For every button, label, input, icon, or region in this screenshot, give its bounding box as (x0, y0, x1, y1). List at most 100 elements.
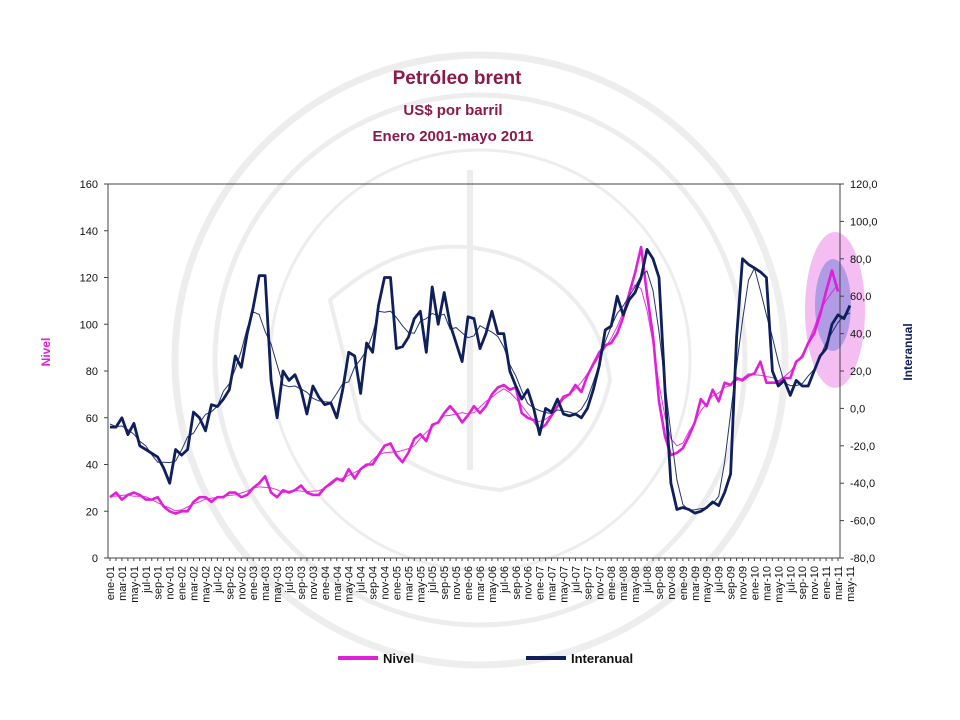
left-tick-label: 40 (86, 460, 98, 472)
left-tick-label: 80 (86, 366, 98, 378)
left-tick-label: 60 (86, 413, 98, 425)
left-tick-label: 20 (86, 506, 98, 518)
x-tick-label: sep-02 (224, 566, 236, 600)
x-tick-label: mar-06 (475, 566, 487, 601)
left-tick-label: 120 (80, 273, 98, 285)
x-tick-label: ene-01 (105, 566, 117, 600)
right-tick-label: -20,0 (850, 441, 875, 453)
x-tick-label: ene-06 (463, 566, 475, 600)
x-tick-label: mar-07 (547, 566, 559, 601)
x-axis: ene-01 mar-01 may-01 jul-01 sep-01 nov-01 ene-… (105, 558, 857, 603)
x-tick-label: mar-01 (117, 566, 129, 601)
x-tick-label: jul-03 (284, 566, 296, 594)
x-tick-label: ene-09 (678, 566, 690, 600)
x-tick-label: mar-04 (332, 566, 344, 601)
x-tick-label: nov-08 (666, 566, 678, 600)
right-tick-label: 0,0 (850, 403, 865, 415)
x-tick-label: ene-03 (248, 566, 260, 600)
legend: Nivel Interanual (338, 651, 633, 666)
left-tick-label: 100 (80, 319, 98, 331)
chart-title: Petróleo brent (393, 68, 522, 89)
x-tick-label: may-02 (200, 566, 212, 603)
right-tick-label: 60,0 (850, 291, 871, 303)
right-tick-label: 100,0 (850, 216, 878, 228)
legend-label-interanual: Interanual (571, 651, 633, 666)
left-y-axis: 0 20 40 60 80 100 120 140 160 (80, 179, 108, 565)
series-trend-nivel (109, 284, 839, 512)
legend-label-nivel: Nivel (383, 651, 414, 666)
x-tick-label: jul-09 (714, 566, 726, 594)
x-tick-label: ene-04 (320, 566, 332, 600)
x-tick-label: jul-08 (642, 566, 654, 594)
x-tick-label: sep-08 (654, 566, 666, 600)
x-tick-label: may-09 (702, 566, 714, 603)
x-tick-label: sep-01 (153, 566, 165, 600)
right-tick-label: -40,0 (850, 478, 875, 490)
x-tick-label: ene-07 (535, 566, 547, 600)
x-tick-label: jul-07 (570, 566, 582, 594)
x-tick-label: mar-08 (618, 566, 630, 601)
x-tick-label: sep-07 (582, 566, 594, 600)
x-tick-label: jul-06 (499, 566, 511, 594)
x-tick-label: mar-11 (833, 566, 845, 600)
x-tick-label: may-08 (630, 566, 642, 603)
x-tick-label: nov-03 (308, 566, 320, 600)
right-tick-label: 40,0 (850, 329, 871, 341)
x-tick-label: may-07 (559, 566, 571, 603)
highlight-ellipses (805, 232, 865, 388)
x-tick-label: mar-10 (761, 566, 773, 601)
x-tick-label: nov-06 (523, 566, 535, 600)
x-tick-label: ene-08 (606, 566, 618, 600)
x-tick-label: nov-02 (236, 566, 248, 600)
x-tick-label: jul-04 (356, 566, 368, 594)
x-tick-label: jul-05 (427, 566, 439, 594)
x-tick-label: mar-03 (260, 566, 272, 601)
left-tick-label: 0 (92, 553, 98, 565)
x-tick-label: nov-04 (379, 566, 391, 600)
x-tick-label: sep-03 (296, 566, 308, 600)
x-tick-label: sep-05 (439, 566, 451, 600)
series-line-interanual (110, 247, 852, 515)
x-tick-label: may-11 (845, 566, 857, 602)
x-tick-label: mar-05 (403, 566, 415, 601)
x-tick-label: sep-06 (511, 566, 523, 600)
x-tick-label: may-06 (487, 566, 499, 603)
x-tick-label: may-03 (272, 566, 284, 603)
x-tick-label: nov-05 (451, 566, 463, 600)
x-tick-label: jul-02 (212, 566, 224, 594)
x-tick-label: mar-02 (189, 566, 201, 601)
x-tick-label: ene-11 (821, 566, 833, 599)
right-tick-label: 120,0 (850, 179, 878, 191)
series-line-nivel (109, 245, 840, 515)
x-tick-label: nov-07 (594, 566, 606, 600)
x-tick-label: may-10 (773, 566, 785, 603)
left-tick-label: 140 (80, 226, 98, 238)
chart-subtitle: US$ por barril (403, 102, 502, 119)
x-tick-label: sep-10 (797, 566, 809, 600)
x-tick-label: sep-09 (726, 566, 738, 600)
left-tick-label: 160 (80, 179, 98, 191)
highlight-ellipse-inner (815, 259, 851, 351)
x-tick-label: nov-01 (165, 566, 177, 600)
right-axis-title: Interanual (901, 323, 915, 380)
x-tick-label: mar-09 (690, 566, 702, 601)
left-axis-title: Nivel (39, 338, 53, 367)
chart-period: Enero 2001-mayo 2011 (373, 128, 534, 145)
watermark-seal (171, 51, 789, 669)
x-tick-label: may-01 (129, 566, 141, 603)
x-tick-label: may-05 (415, 566, 427, 603)
x-tick-label: nov-09 (738, 566, 750, 600)
x-tick-label: ene-02 (177, 566, 189, 600)
x-tick-label: ene-05 (391, 566, 403, 600)
plot-area (107, 183, 841, 559)
right-tick-label: 80,0 (850, 254, 871, 266)
x-tick-label: ene-10 (749, 566, 761, 600)
right-y-axis: -80,0 -60,0 -40,0 -20,0 0,0 20,0 40,0 60,0 80,0 1… (840, 179, 878, 565)
x-tick-label: sep-04 (368, 566, 380, 600)
right-tick-label: -60,0 (850, 516, 875, 528)
x-tick-label: jul-10 (785, 566, 797, 594)
x-tick-label: jul-01 (141, 566, 153, 594)
series-layer (109, 245, 852, 515)
x-tick-label: may-04 (344, 566, 356, 603)
